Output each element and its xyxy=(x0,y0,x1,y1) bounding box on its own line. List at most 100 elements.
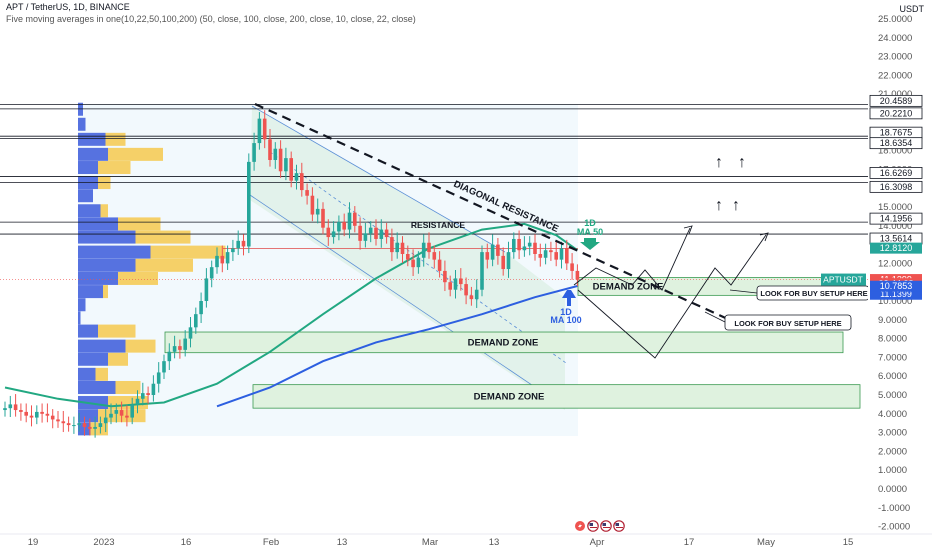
x-tick-label: May xyxy=(757,537,775,548)
y-tick-label: 14.0000 xyxy=(878,221,912,232)
level-badge-label: 18.6354 xyxy=(880,138,913,148)
profile-bar-buy xyxy=(78,285,103,299)
candle-body xyxy=(411,259,415,268)
candle-body xyxy=(570,263,574,271)
demand-zone-label-3: DEMAND ZONE xyxy=(474,391,545,402)
price-badge-label: 11.1399 xyxy=(880,289,912,299)
candle-body xyxy=(284,158,288,172)
candle-body xyxy=(527,242,532,247)
candle-body xyxy=(66,423,71,426)
profile-bar-sell xyxy=(103,285,108,299)
candle-body xyxy=(3,408,7,411)
currency-label: USDT xyxy=(899,4,925,14)
candle-body xyxy=(141,393,145,399)
candle-body xyxy=(162,361,166,373)
candle-body xyxy=(485,252,490,260)
candle-body xyxy=(82,423,87,427)
profile-bar-sell xyxy=(135,258,193,272)
profile-bar-buy xyxy=(78,380,116,394)
x-tick-label: 16 xyxy=(181,537,192,548)
profile-bar-buy xyxy=(78,352,108,366)
candle-body xyxy=(390,237,394,253)
ma50-down-arrow-icon xyxy=(580,238,600,250)
y-tick-label: 4.0000 xyxy=(878,409,907,420)
callout-pointer-1 xyxy=(729,289,758,294)
candle-body xyxy=(194,314,198,328)
up-arrow-icon: ↑ xyxy=(738,154,746,171)
price-badge xyxy=(870,288,922,300)
profile-bar-buy xyxy=(78,132,106,146)
candle-body xyxy=(374,227,378,239)
up-arrow-icon: ↑ xyxy=(732,197,740,214)
profile-bar-buy xyxy=(78,204,101,218)
candle-body xyxy=(506,252,511,270)
y-tick-label: 9.0000 xyxy=(878,315,907,326)
candle-body xyxy=(109,413,113,418)
level-badge-label: 16.3098 xyxy=(880,182,913,192)
candle-body xyxy=(406,254,410,260)
ma100-label-name: MA 100 xyxy=(550,315,581,325)
ma50-label-name: MA 50 xyxy=(577,227,603,237)
y-tick-label: 23.0000 xyxy=(878,52,912,63)
candle-body xyxy=(56,419,60,422)
candle-body xyxy=(353,212,357,226)
flag-canton xyxy=(602,523,606,526)
flag-canton xyxy=(589,523,593,526)
price-badge xyxy=(870,242,922,254)
candle-body xyxy=(40,411,44,414)
up-arrow-icon: ↑ xyxy=(715,154,723,171)
profile-bar-sell xyxy=(135,230,191,244)
candle-body xyxy=(257,118,262,144)
profile-bar-sell xyxy=(98,324,136,338)
candle-body xyxy=(300,173,304,191)
level-badge-label: 13.5614 xyxy=(880,234,913,244)
arrowhead-1 xyxy=(683,225,693,235)
x-tick-label: Apr xyxy=(590,537,605,548)
candle-body xyxy=(321,208,325,228)
candle-body xyxy=(50,415,55,420)
candle-body xyxy=(172,346,177,352)
candle-body xyxy=(575,270,580,280)
profile-bar-buy xyxy=(78,230,136,244)
candle-body xyxy=(114,410,119,414)
candle-body xyxy=(45,413,50,416)
callout-pointer-2 xyxy=(704,311,726,323)
y-tick-label: 3.0000 xyxy=(878,428,907,439)
profile-bar-sell xyxy=(95,367,108,381)
candle-body xyxy=(331,231,336,238)
profile-bar-buy xyxy=(78,161,98,175)
y-tick-label: 7.0000 xyxy=(878,352,907,363)
candle-body xyxy=(395,242,399,253)
x-tick-label: 2023 xyxy=(93,537,114,548)
candle-body xyxy=(88,426,92,429)
y-tick-label: 25.0000 xyxy=(878,14,912,25)
x-tick-label: 13 xyxy=(337,537,348,548)
candle-body xyxy=(512,238,516,253)
candle-body xyxy=(315,208,320,215)
profile-bar-sell xyxy=(118,271,158,285)
symbol-title[interactable]: APT / TetherUS, 1D, BINANCE xyxy=(6,2,130,12)
profile-bar-buy xyxy=(78,245,151,259)
indicator-legend[interactable]: Five moving averages in one(10,22,50,100… xyxy=(6,14,416,24)
candle-body xyxy=(146,393,150,395)
candle-body xyxy=(490,244,495,260)
candle-body xyxy=(464,284,468,296)
lightning-glyph xyxy=(578,523,582,529)
candle-body xyxy=(384,229,389,238)
x-tick-label: 17 xyxy=(684,537,695,548)
level-badge-label: 18.7675 xyxy=(880,128,913,138)
candle-body xyxy=(522,246,527,251)
level-badge xyxy=(869,107,923,120)
demand-zone-label-1: DEMAND ZONE xyxy=(593,281,664,292)
profile-bar-buy xyxy=(78,324,98,338)
candle-body xyxy=(501,255,505,270)
buy-setup-text-2: LOOK FOR BUY SETUP HERE xyxy=(734,319,841,328)
profile-bar-buy xyxy=(78,367,96,381)
demand-zone-label-2: DEMAND ZONE xyxy=(468,337,539,348)
candle-body xyxy=(209,267,214,279)
channel-lower-line xyxy=(249,194,567,409)
profile-bar-sell xyxy=(108,147,163,161)
profile-bar-buy xyxy=(78,147,108,161)
